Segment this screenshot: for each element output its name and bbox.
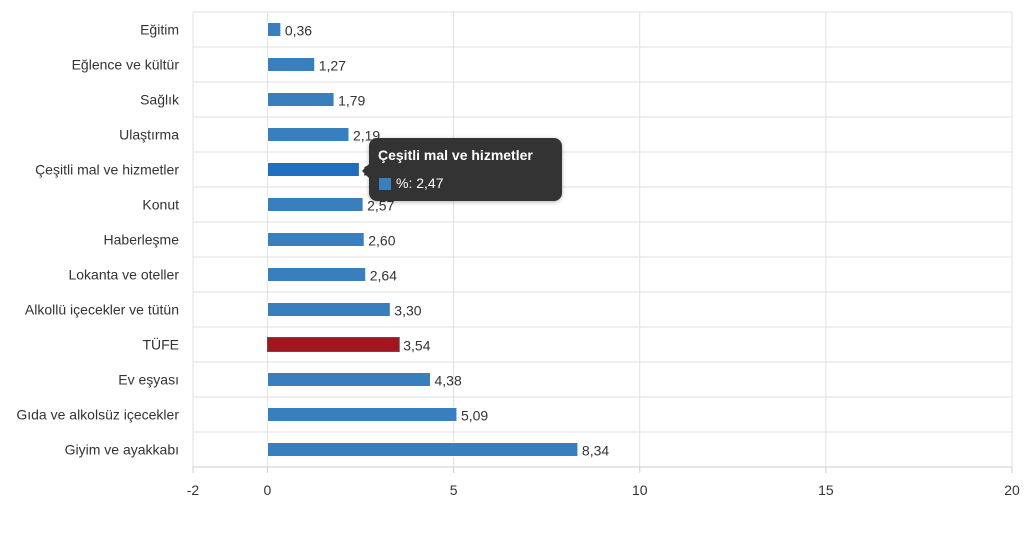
tooltip: Çeşitli mal ve hizmetler %: 2,47 — [362, 138, 562, 201]
bar — [266, 302, 391, 317]
category-label: Gıda ve alkolsüz içecekler — [16, 407, 179, 423]
bar — [266, 407, 458, 422]
data-label: 0,36 — [285, 23, 312, 39]
bar — [266, 197, 364, 212]
data-label: 2,60 — [368, 233, 395, 249]
data-label: 1,27 — [319, 58, 346, 74]
tooltip-swatch — [379, 178, 391, 190]
bar — [266, 22, 282, 37]
data-label: 2,64 — [370, 268, 397, 284]
tooltip-title: Çeşitli mal ve hizmetler — [378, 147, 533, 163]
data-label: 3,54 — [403, 338, 430, 354]
data-label: 2,57 — [367, 198, 394, 214]
bar — [266, 232, 365, 247]
bar — [266, 337, 400, 352]
category-label: Ulaştırma — [119, 127, 179, 143]
tooltip-value: %: 2,47 — [396, 175, 444, 191]
bar — [266, 57, 316, 72]
bar — [266, 162, 360, 177]
bar — [266, 372, 432, 387]
category-label: Lokanta ve oteller — [68, 267, 179, 283]
category-label: TÜFE — [142, 336, 179, 353]
x-tick-label: -2 — [187, 482, 200, 498]
category-label: Giyim ve ayakkabı — [65, 442, 179, 458]
category-label: Alkollü içecekler ve tütün — [25, 302, 179, 318]
bar — [266, 92, 335, 107]
category-label: Eğitim — [140, 22, 179, 38]
data-label: 4,38 — [435, 373, 462, 389]
x-tick-label: 5 — [450, 482, 458, 498]
bar — [266, 442, 579, 457]
data-label: 5,09 — [461, 408, 488, 424]
grid-lines — [192, 11, 1013, 473]
labels: -2 0 5 10 15 20 Eğitim 0,36 Eğlence ve kültür 1,2… — [16, 22, 1020, 499]
data-label: 8,34 — [582, 443, 609, 459]
x-tick-label: 0 — [264, 482, 272, 498]
bar — [266, 267, 367, 282]
bar — [266, 127, 350, 142]
tooltip-arrow — [362, 164, 369, 178]
data-label: 1,79 — [338, 93, 365, 109]
category-label: Ev eşyası — [118, 372, 179, 388]
bars — [266, 22, 579, 457]
category-label: Çeşitli mal ve hizmetler — [35, 162, 179, 178]
category-label: Haberleşme — [104, 232, 180, 248]
category-label: Konut — [142, 197, 179, 213]
category-label: Eğlence ve kültür — [72, 57, 180, 73]
x-tick-label: 20 — [1004, 482, 1020, 498]
x-tick-label: 15 — [818, 482, 834, 498]
data-label: 3,30 — [394, 303, 421, 319]
x-tick-label: 10 — [632, 482, 648, 498]
category-label: Sağlık — [140, 92, 180, 108]
